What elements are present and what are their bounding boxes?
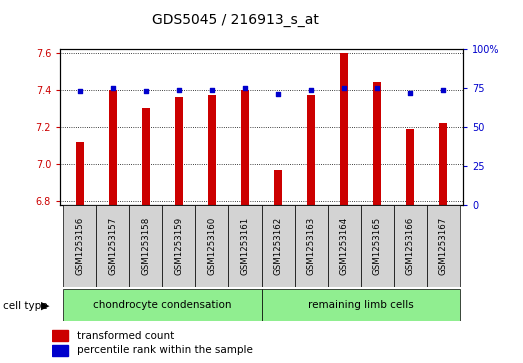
Bar	[393, 205, 427, 287]
Bar	[63, 205, 96, 287]
Point	[406, 90, 414, 95]
Text: cell type: cell type	[3, 301, 47, 311]
Text: chondrocyte condensation: chondrocyte condensation	[93, 300, 232, 310]
Point	[373, 85, 381, 91]
Bar	[52, 345, 68, 356]
Bar	[241, 90, 249, 205]
Bar	[52, 330, 68, 341]
Text: GSM1253161: GSM1253161	[241, 217, 249, 275]
Bar	[427, 205, 460, 287]
Bar	[229, 205, 262, 287]
Point	[439, 87, 447, 93]
Point	[307, 87, 315, 93]
Bar	[130, 205, 163, 287]
Point	[208, 87, 216, 93]
Bar	[262, 289, 460, 321]
Text: GSM1253167: GSM1253167	[439, 217, 448, 275]
Text: GSM1253157: GSM1253157	[108, 217, 118, 275]
Point	[241, 85, 249, 91]
Bar	[76, 142, 84, 205]
Bar	[109, 90, 117, 205]
Point	[142, 88, 150, 94]
Text: GSM1253159: GSM1253159	[175, 217, 184, 275]
Bar	[340, 53, 348, 205]
Text: GSM1253158: GSM1253158	[141, 217, 151, 275]
Bar	[208, 95, 216, 205]
Text: GSM1253162: GSM1253162	[274, 217, 282, 275]
Point	[340, 85, 348, 91]
Text: GSM1253164: GSM1253164	[339, 217, 348, 275]
Bar	[274, 170, 282, 205]
Bar	[307, 95, 315, 205]
Point	[109, 85, 117, 91]
Bar	[294, 205, 327, 287]
Bar	[262, 205, 294, 287]
Text: GSM1253156: GSM1253156	[75, 217, 84, 275]
Text: GSM1253160: GSM1253160	[208, 217, 217, 275]
Bar	[406, 129, 414, 205]
Text: remaining limb cells: remaining limb cells	[308, 300, 413, 310]
Text: percentile rank within the sample: percentile rank within the sample	[77, 345, 253, 355]
Text: GSM1253166: GSM1253166	[405, 217, 415, 275]
Point	[175, 87, 183, 93]
Text: GSM1253163: GSM1253163	[306, 217, 315, 275]
Bar	[163, 205, 196, 287]
Bar	[196, 205, 229, 287]
Bar	[327, 205, 360, 287]
Bar	[96, 205, 130, 287]
Text: ▶: ▶	[41, 301, 50, 311]
Bar	[175, 97, 183, 205]
Text: GDS5045 / 216913_s_at: GDS5045 / 216913_s_at	[152, 13, 319, 27]
Point	[76, 88, 84, 94]
Bar	[439, 123, 447, 205]
Bar	[142, 109, 150, 205]
Text: transformed count: transformed count	[77, 331, 174, 341]
Bar	[360, 205, 393, 287]
Text: GSM1253165: GSM1253165	[372, 217, 382, 275]
Bar	[373, 82, 381, 205]
Bar	[63, 289, 262, 321]
Point	[274, 91, 282, 97]
